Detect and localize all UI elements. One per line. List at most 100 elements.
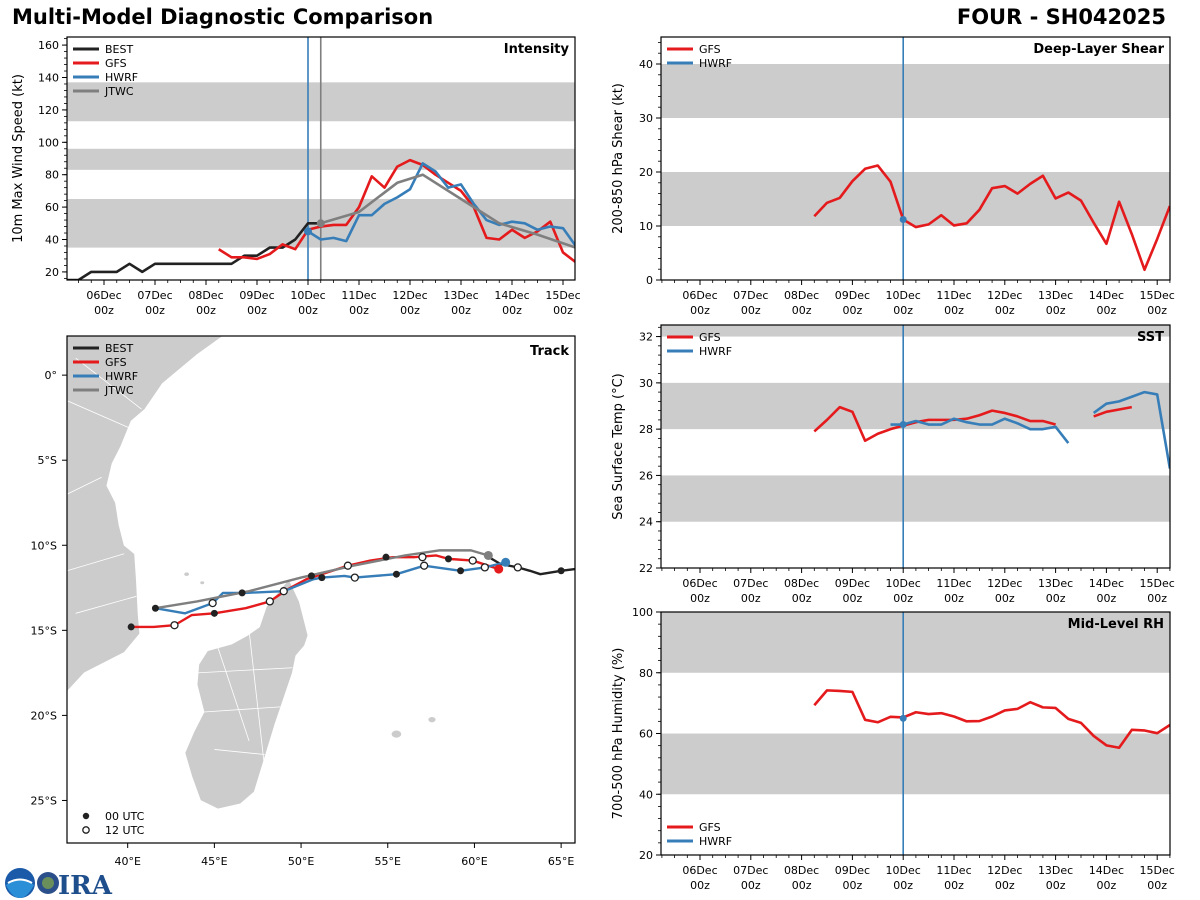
y-tick-label: 26 bbox=[639, 469, 653, 482]
y-tick-label: 10 bbox=[639, 220, 653, 233]
x-tick-label-day: 07Dec bbox=[733, 577, 768, 590]
x-tick-label: 65°E bbox=[548, 855, 574, 868]
jtwc-init-marker bbox=[316, 219, 325, 228]
cira-logo: IRA bbox=[37, 871, 113, 900]
x-tick-label-hour: 00z bbox=[792, 592, 812, 605]
x-tick-label-day: 06Dec bbox=[682, 577, 717, 590]
track-marker-now bbox=[501, 557, 511, 567]
y-tick-label: 25°S bbox=[31, 794, 57, 807]
x-tick-label-day: 07Dec bbox=[733, 289, 768, 302]
track-marker-12 bbox=[208, 598, 217, 608]
legend-label: GFS bbox=[105, 57, 127, 70]
legend-label: GFS bbox=[699, 821, 721, 834]
hwrf-init-marker bbox=[899, 714, 907, 722]
x-tick-label-hour: 00z bbox=[1046, 304, 1066, 317]
y-tick-label: 40 bbox=[639, 58, 653, 71]
x-tick-label-hour: 00z bbox=[741, 304, 761, 317]
x-tick-label-hour: 00z bbox=[1147, 304, 1167, 317]
threshold-band bbox=[661, 612, 1170, 673]
marker-00utc-icon bbox=[82, 812, 90, 820]
y-tick-label: 60 bbox=[45, 201, 59, 214]
plot-frame bbox=[660, 324, 1171, 569]
x-tick-label-hour: 00z bbox=[1147, 879, 1167, 892]
series-line-hwrf-late bbox=[1092, 390, 1170, 469]
x-tick-label-day: 07Dec bbox=[137, 289, 172, 302]
admin-border bbox=[67, 400, 146, 436]
hwrf-init-marker bbox=[899, 216, 907, 224]
x-tick-label-day: 09Dec bbox=[835, 864, 870, 877]
x-tick-label-day: 10Dec bbox=[886, 864, 921, 877]
track-marker-00 bbox=[210, 609, 218, 617]
x-tick-label-hour: 00z bbox=[1097, 879, 1117, 892]
admin-border bbox=[75, 595, 137, 614]
x-tick-label-hour: 00z bbox=[145, 304, 165, 317]
series-group bbox=[813, 164, 1170, 272]
series-group bbox=[67, 158, 575, 280]
x-tick-label-day: 09Dec bbox=[835, 289, 870, 302]
panel-intensity: 20 40 60 80 100 120 140 160 06Dec 00z 07Dec 00z 08De… bbox=[11, 36, 581, 317]
y-tick-label: 20 bbox=[639, 166, 653, 179]
x-tick-label-day: 14Dec bbox=[1089, 289, 1124, 302]
y-tick-label: 28 bbox=[639, 423, 653, 436]
x-tick-label-day: 08Dec bbox=[784, 577, 819, 590]
x-tick-label-day: 13Dec bbox=[1038, 577, 1073, 590]
hwrf-init-marker bbox=[304, 227, 312, 236]
track-marker-12 bbox=[265, 597, 275, 606]
track-marker-00 bbox=[444, 555, 452, 563]
track-marker-12 bbox=[513, 563, 522, 572]
legend-label: GFS bbox=[105, 356, 127, 369]
x-tick-label-day: 06Dec bbox=[86, 289, 121, 302]
x-tick-label-day: 10Dec bbox=[886, 289, 921, 302]
x-tick-label-day: 08Dec bbox=[188, 289, 223, 302]
track-marker-12 bbox=[468, 556, 477, 565]
y-tick-label: 120 bbox=[38, 104, 59, 117]
y-tick-label: 20 bbox=[639, 849, 653, 862]
track-line-best bbox=[487, 554, 575, 576]
admin-border bbox=[67, 476, 102, 495]
x-tick-label-day: 06Dec bbox=[682, 289, 717, 302]
threshold-band bbox=[661, 64, 1170, 118]
x-tick-label-hour: 00z bbox=[1097, 304, 1117, 317]
track-marker-00 bbox=[238, 589, 246, 597]
y-tick-label: 80 bbox=[45, 169, 59, 182]
x-tick-label-day: 11Dec bbox=[341, 289, 376, 302]
y-tick-label: 0 bbox=[646, 274, 653, 287]
y-tick-label: 30 bbox=[639, 112, 653, 125]
x-tick-label-day: 13Dec bbox=[443, 289, 478, 302]
track-line-gfs bbox=[131, 554, 500, 629]
x-tick-label-hour: 00z bbox=[690, 592, 710, 605]
x-tick-label-hour: 00z bbox=[690, 304, 710, 317]
y-axis-label: 10m Max Wind Speed (kt) bbox=[11, 74, 26, 243]
x-tick-label-hour: 00z bbox=[995, 304, 1015, 317]
y-tick-label: 100 bbox=[632, 606, 653, 619]
panel-title: Intensity bbox=[504, 42, 570, 57]
panel-shear: 0 10 20 30 40 06Dec 00z 07Dec 00z 08Dec 00z 09Dec 00… bbox=[611, 36, 1175, 317]
y-tick-label: 10°S bbox=[31, 539, 57, 552]
panel-title: Deep-Layer Shear bbox=[1033, 42, 1164, 57]
legend-label: HWRF bbox=[699, 345, 732, 358]
y-tick-label: 22 bbox=[639, 562, 653, 575]
y-tick-label: 5°S bbox=[38, 454, 57, 467]
y-tick-label: 40 bbox=[45, 234, 59, 247]
panel-rh: 20 40 60 80 100 06Dec 00z 07Dec 00z 08Dec 00z 09Dec… bbox=[611, 606, 1175, 892]
x-tick-label: 40°E bbox=[114, 855, 140, 868]
noaa-logo bbox=[5, 868, 35, 898]
x-tick-label-day: 09Dec bbox=[835, 577, 870, 590]
series-group bbox=[813, 390, 1170, 469]
x-tick-label-hour: 00z bbox=[502, 304, 522, 317]
legend-label: GFS bbox=[699, 43, 721, 56]
x-tick-label-day: 11Dec bbox=[936, 577, 971, 590]
x-tick-label-day: 15Dec bbox=[1140, 289, 1175, 302]
x-tick-label-hour: 00z bbox=[741, 879, 761, 892]
x-tick-label-hour: 00z bbox=[944, 304, 964, 317]
x-tick-label-day: 06Dec bbox=[682, 864, 717, 877]
series-line-gfs-late bbox=[1093, 405, 1133, 418]
x-tick-label-hour: 00z bbox=[843, 879, 863, 892]
land-island bbox=[184, 572, 190, 576]
x-tick-label-hour: 00z bbox=[1097, 592, 1117, 605]
track-marker-12 bbox=[480, 563, 489, 572]
map-group bbox=[67, 336, 575, 843]
x-tick-label-hour: 00z bbox=[792, 879, 812, 892]
